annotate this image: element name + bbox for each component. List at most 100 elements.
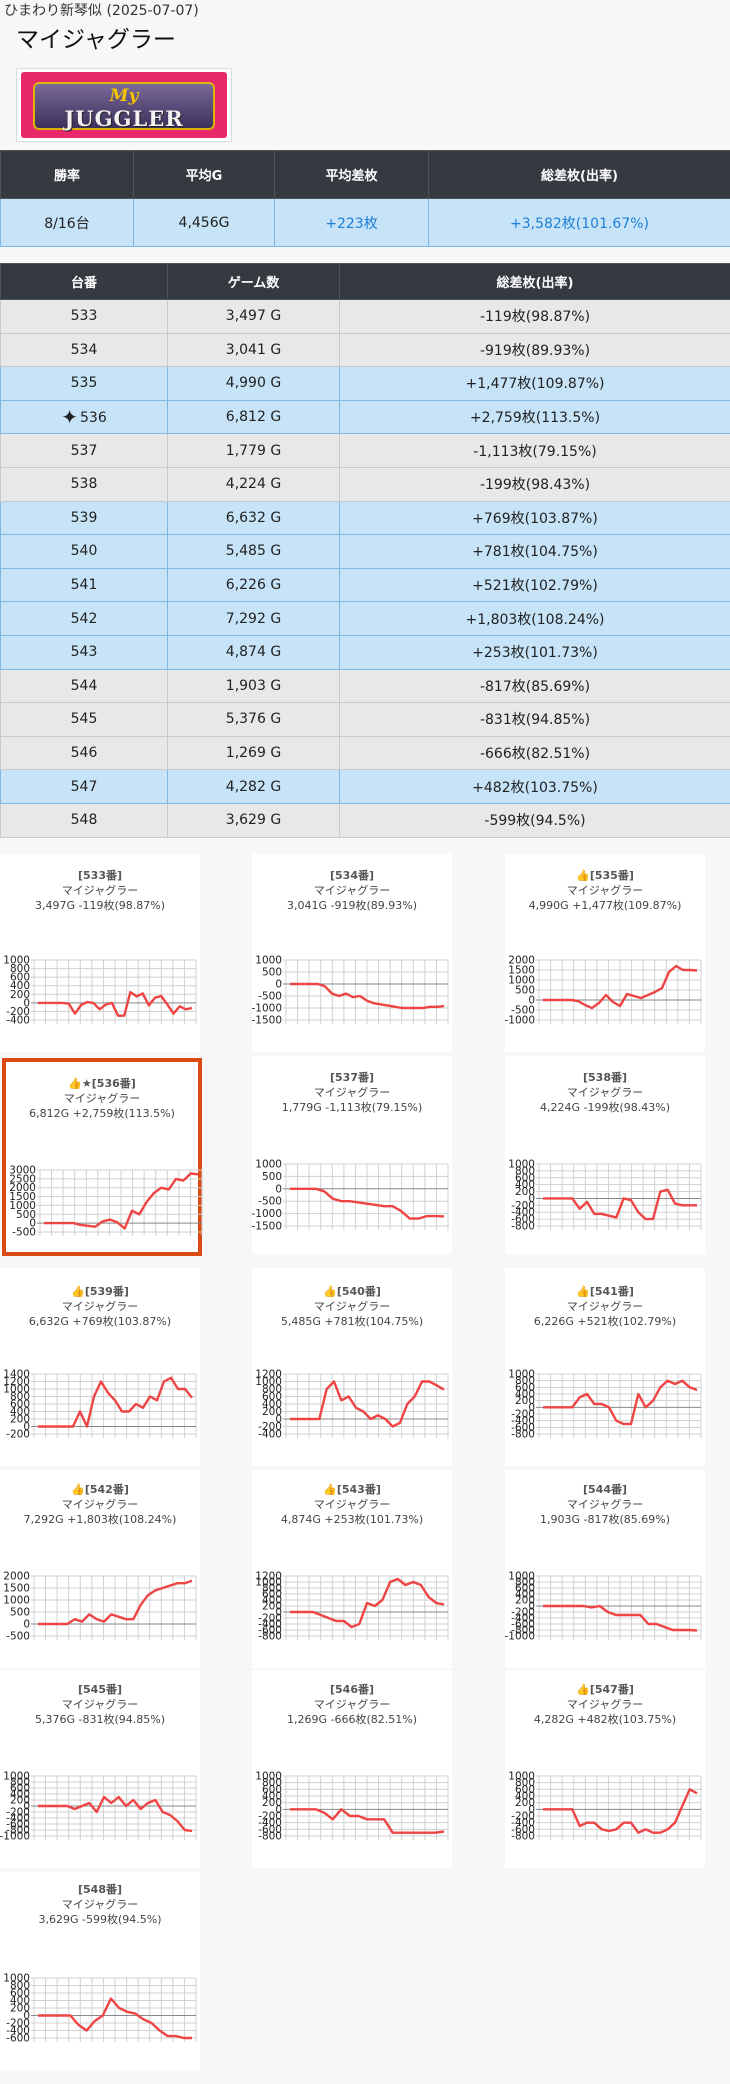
machine-logo: My JUGGLER (16, 68, 232, 142)
value-avg-diff: +223枚 (275, 199, 429, 247)
machine-no-text: 537 (71, 443, 98, 459)
value-total-diff: +3,582枚(101.67%) (429, 199, 730, 247)
store-date-line: ひまわり新琴似 (2025-07-07) (0, 0, 730, 20)
machine-no-text: 542 (71, 611, 98, 627)
y-tick-label: 0 (275, 978, 282, 990)
cell-machine-no: 540 (1, 535, 168, 569)
y-tick-label: 1000 (255, 954, 282, 966)
cell-game-count: 7,292 G (168, 602, 340, 636)
table-row[interactable]: 543 4,874 G+253枚(101.73%) (1, 635, 730, 669)
cell-total-diff: +253枚(101.73%) (340, 635, 730, 669)
cell-game-count: 4,990 G (168, 367, 340, 401)
machine-no-text: 536 (80, 410, 107, 426)
y-tick-label: 1500 (3, 1582, 30, 1594)
machine-no-text: 535 (71, 375, 98, 391)
y-tick-label: -1000 (252, 1002, 282, 1014)
y-tick-label: -500 (6, 1630, 30, 1642)
cell-game-count: 1,269 G (168, 736, 340, 770)
juggler-logo-image: My JUGGLER (21, 72, 227, 138)
cell-game-count: 5,485 G (168, 535, 340, 569)
y-tick-label: -1500 (252, 1014, 282, 1026)
y-tick-label: -500 (12, 1226, 36, 1238)
machine-no-text: 544 (71, 678, 98, 694)
y-tick-label: -500 (258, 990, 282, 1002)
cell-machine-no: 541 (1, 568, 168, 602)
y-tick-label: -400 (6, 1014, 30, 1026)
y-tick-label: 0 (275, 1183, 282, 1195)
cell-total-diff: +1,477枚(109.87%) (340, 367, 730, 401)
table-row[interactable]: 535 4,990 G+1,477枚(109.87%) (1, 367, 730, 401)
y-tick-label: 1000 (255, 1158, 282, 1170)
cell-machine-no: 545 (1, 703, 168, 737)
cell-total-diff: -831枚(94.85%) (340, 703, 730, 737)
cell-game-count: 4,874 G (168, 635, 340, 669)
machine-no-text: 543 (71, 644, 98, 660)
y-tick-label: 0 (23, 1618, 30, 1630)
header-avg-games: 平均G (134, 151, 275, 199)
cell-total-diff: +521枚(102.79%) (340, 568, 730, 602)
y-tick-label: -600 (6, 2032, 30, 2044)
cell-total-diff: -666枚(82.51%) (340, 736, 730, 770)
cell-total-diff: -817枚(85.69%) (340, 669, 730, 703)
cell-total-diff: +769枚(103.87%) (340, 501, 730, 535)
cell-total-diff: +781枚(104.75%) (340, 535, 730, 569)
cell-game-count: 6,226 G (168, 568, 340, 602)
y-tick-label: -400 (258, 1428, 282, 1440)
y-tick-label: -1000 (505, 1014, 535, 1026)
machine-no-text: 540 (71, 543, 98, 559)
table-row[interactable]: 533 3,497 G-119枚(98.87%) (1, 300, 730, 334)
header-avg-diff: 平均差枚 (275, 151, 429, 199)
cell-game-count: 3,497 G (168, 300, 340, 334)
y-tick-label: -800 (511, 1428, 535, 1440)
cell-total-diff: -119枚(98.87%) (340, 300, 730, 334)
machine-no-text: 534 (71, 342, 98, 358)
cell-game-count: 6,812 G (168, 400, 340, 434)
y-tick-label: 2000 (3, 1570, 30, 1582)
machine-no-text: 548 (71, 812, 98, 828)
table-row[interactable]: 546 1,269 G-666枚(82.51%) (1, 736, 730, 770)
machine-no-text: 533 (71, 308, 98, 324)
table-row[interactable]: 542 7,292 G+1,803枚(108.24%) (1, 602, 730, 636)
header-machine-diff: 総差枚(出率) (340, 264, 730, 300)
machine-no-text: 546 (71, 745, 98, 761)
cell-total-diff: +1,803枚(108.24%) (340, 602, 730, 636)
y-tick-label: -800 (258, 1630, 282, 1642)
table-row[interactable]: 540 5,485 G+781枚(104.75%) (1, 535, 730, 569)
y-tick-label: -500 (258, 1195, 282, 1207)
